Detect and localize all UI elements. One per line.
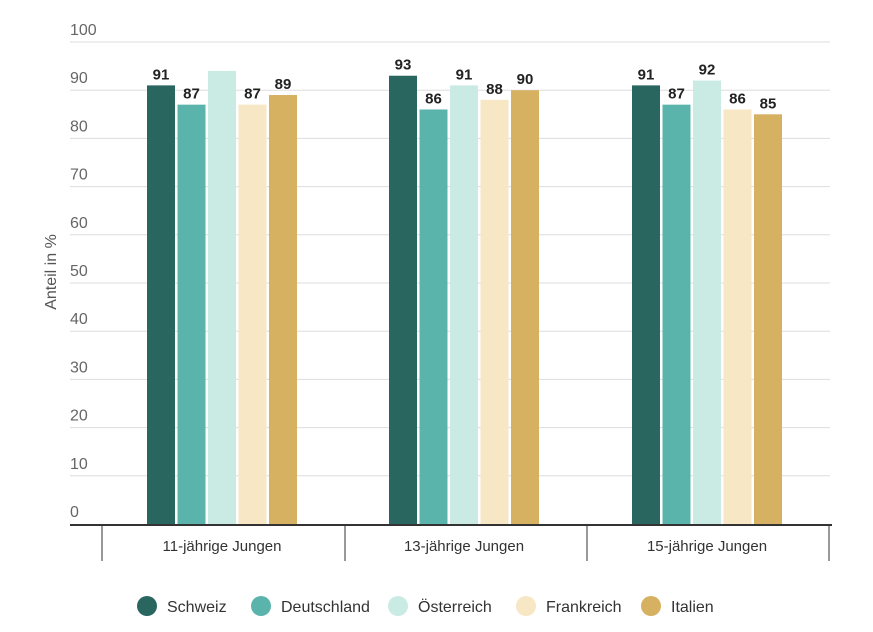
legend-swatch: [388, 596, 408, 616]
legend: Schweiz Deutschland Österreich Frankreich It…: [137, 596, 714, 616]
data-label: 87: [244, 86, 261, 103]
data-label: 90: [517, 71, 534, 88]
legend-label: Schweiz: [167, 599, 227, 616]
y-tick-label: 60: [70, 215, 88, 232]
y-tick-label: 0: [70, 504, 79, 521]
bar: [632, 85, 660, 524]
y-tick-label: 50: [70, 263, 88, 280]
bar: [662, 104, 691, 524]
bar: [389, 75, 417, 525]
legend-item: Deutschland: [251, 596, 370, 616]
y-tick-label: 100: [70, 22, 97, 39]
legend-swatch: [251, 596, 271, 616]
data-label: 88: [486, 81, 503, 98]
legend-swatch: [516, 596, 536, 616]
data-label: 87: [668, 86, 685, 103]
bar: [480, 99, 509, 524]
data-label: 91: [638, 66, 655, 83]
legend-item: Österreich: [388, 596, 492, 616]
bar: [723, 109, 752, 524]
data-label: 93: [395, 57, 412, 74]
x-tick-label: 11-jährige Jungen: [163, 538, 282, 555]
data-label: 92: [699, 62, 716, 79]
data-label: 86: [729, 90, 746, 107]
bar: [177, 104, 206, 524]
y-tick-label: 80: [70, 118, 88, 135]
y-tick-label: 20: [70, 408, 88, 425]
legend-label: Frankreich: [546, 599, 622, 616]
data-label: 91: [153, 66, 170, 83]
y-tick-label: 30: [70, 359, 88, 376]
bar: [238, 104, 267, 524]
bar: [269, 95, 297, 525]
bar: [147, 85, 175, 524]
data-label: 91: [456, 66, 473, 83]
y-axis-ticks: 0 10 20 30 40 50 60 70 80 90 100: [70, 22, 97, 521]
bar: [693, 80, 721, 524]
x-tick-label: 15-jährige Jungen: [647, 538, 767, 555]
y-tick-label: 40: [70, 311, 88, 328]
legend-label: Deutschland: [281, 599, 370, 616]
legend-swatch: [641, 596, 661, 616]
bar: [208, 70, 236, 525]
legend-label: Österreich: [418, 598, 492, 616]
y-tick-label: 10: [70, 456, 88, 473]
value-labels: 91 87 87 89 93 86 91 88 90 91 87 92 86 85: [153, 57, 777, 113]
x-axis: 11-jährige Jungen 13-jährige Jungen 15-jäh…: [70, 524, 832, 561]
bars: [147, 70, 782, 525]
bar: [450, 85, 478, 524]
data-label: 89: [275, 76, 292, 93]
legend-item: Schweiz: [137, 596, 227, 616]
legend-label: Italien: [671, 599, 714, 616]
bar: [511, 90, 539, 524]
data-label: 87: [183, 86, 200, 103]
legend-swatch: [137, 596, 157, 616]
legend-item: Frankreich: [516, 596, 622, 616]
x-tick-label: 13-jährige Jungen: [404, 538, 524, 555]
bar: [419, 109, 448, 524]
legend-item: Italien: [641, 596, 714, 616]
data-label: 85: [760, 95, 777, 112]
bar: [754, 114, 782, 525]
y-axis-title: Anteil in %: [43, 234, 60, 310]
y-tick-label: 90: [70, 70, 88, 87]
y-tick-label: 70: [70, 167, 88, 184]
data-label: 86: [425, 90, 442, 107]
